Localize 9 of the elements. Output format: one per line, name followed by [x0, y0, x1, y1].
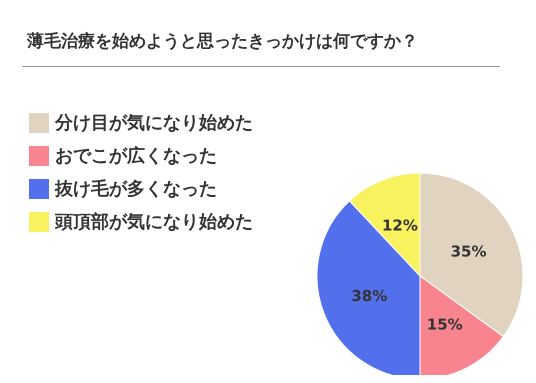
data-label: 12%	[382, 216, 418, 234]
data-label: 38%	[351, 287, 388, 306]
chart-title: 薄毛治療を始めようと思ったきっかけは何ですか？	[26, 32, 418, 52]
legend-label: 頭頂部が気になり始めた	[54, 212, 253, 232]
data-label: 35%	[450, 242, 487, 260]
legend-label: おでこが広くなった	[55, 146, 217, 166]
data-label: 15%	[426, 316, 463, 334]
legend-label: 分け目が気になり始めた	[54, 112, 253, 134]
legend-label: 抜け毛が多くなった	[54, 178, 217, 200]
